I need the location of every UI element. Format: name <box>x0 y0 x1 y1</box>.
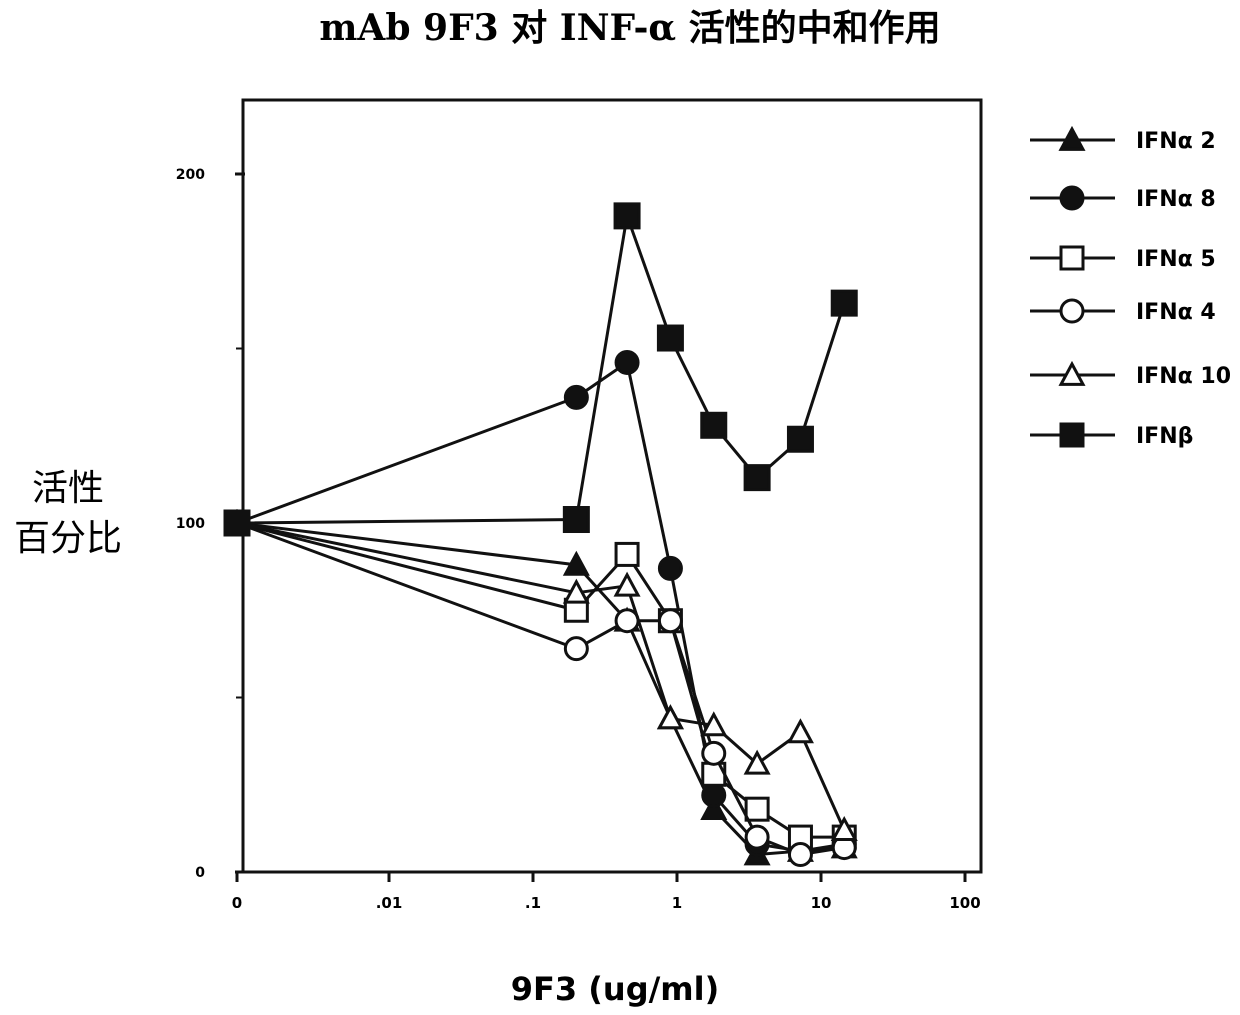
x-axis-label: 9F3 (ug/ml) <box>511 970 719 1008</box>
x-tick-label: .01 <box>376 894 403 912</box>
data-point <box>746 826 768 848</box>
x-tick-label: 100 <box>949 894 980 912</box>
data-point <box>745 466 769 490</box>
x-axis-ticks: 0 .01 .1 1 10 100 <box>232 872 981 912</box>
series-line <box>237 523 844 837</box>
data-point <box>703 784 725 806</box>
data-point <box>1061 247 1083 269</box>
legend-label: IFNα 10 <box>1136 364 1231 389</box>
y-tick-label: 200 <box>176 167 205 183</box>
y-tick-label: 0 <box>195 865 205 881</box>
legend-label: IFNα 5 <box>1136 247 1216 272</box>
data-point <box>832 291 856 315</box>
data-point <box>789 844 811 866</box>
data-point <box>1061 300 1083 322</box>
legend-label: IFNβ <box>1136 424 1193 449</box>
legend: IFNα 2 IFNα 8 IFNα 5 IFNα 4 IFNα 10 IFNβ <box>1030 129 1231 449</box>
x-tick-label: 0 <box>232 894 242 912</box>
series-layer <box>225 204 856 866</box>
data-point <box>616 351 638 373</box>
data-point <box>225 511 249 535</box>
series-line <box>237 362 844 851</box>
x-tick-label: 10 <box>811 894 832 912</box>
data-point <box>659 610 681 632</box>
x-tick-label: 1 <box>672 894 682 912</box>
data-point <box>659 707 681 727</box>
y-axis-label-line1: 活性 <box>32 468 104 509</box>
x-tick-label: .1 <box>525 894 541 912</box>
data-point <box>703 742 725 764</box>
series-line <box>237 523 844 830</box>
data-point <box>788 427 812 451</box>
legend-label: IFNα 2 <box>1136 129 1216 154</box>
legend-label: IFNα 8 <box>1136 187 1216 212</box>
data-point <box>564 508 588 532</box>
plot-frame <box>243 100 981 872</box>
data-point <box>702 413 726 437</box>
data-point <box>565 638 587 660</box>
data-point <box>616 543 638 565</box>
data-point <box>789 721 811 741</box>
legend-label: IFNα 4 <box>1136 300 1216 325</box>
chart-title: mAb 9F3 对 INF-α 活性的中和作用 <box>319 7 940 49</box>
data-point <box>746 798 768 820</box>
data-point <box>616 575 638 595</box>
data-point <box>1061 187 1083 209</box>
data-point <box>658 326 682 350</box>
data-point <box>1061 424 1083 446</box>
y-tick-label: 100 <box>176 516 205 532</box>
y-axis-label-line2: 百分比 <box>14 518 122 559</box>
data-point <box>659 557 681 579</box>
data-point <box>615 204 639 228</box>
data-point <box>565 386 587 408</box>
